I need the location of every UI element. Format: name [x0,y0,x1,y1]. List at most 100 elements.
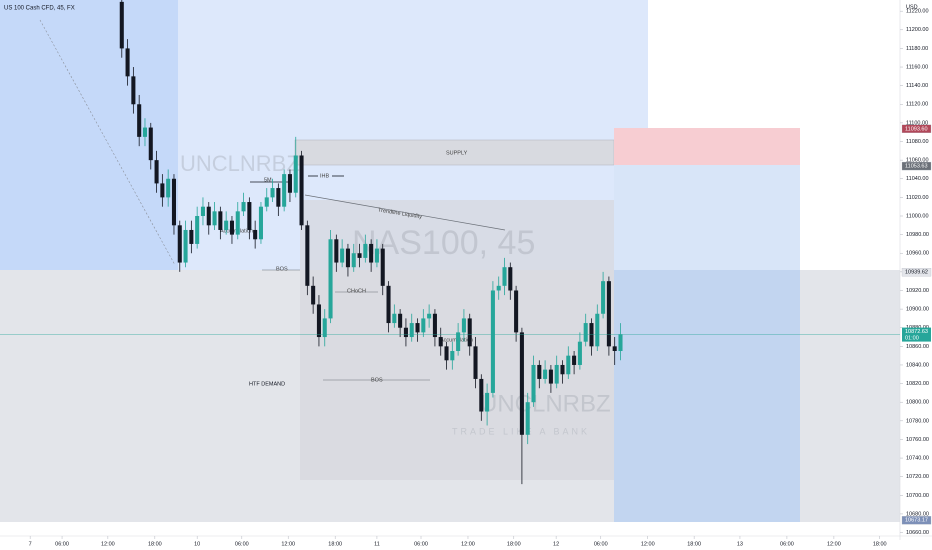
candle-body [432,313,437,338]
candle-body [577,341,582,365]
x-tick-label: 12 [553,541,559,547]
candle-body [363,243,368,258]
candle-body [235,211,240,235]
x-tick-label: 18:00 [507,541,521,547]
candle-body [305,225,310,286]
y-tick-label: 11120.00 [906,102,928,108]
y-tick-label: 10840.00 [906,362,929,368]
y-tick-label: 11060.00 [906,158,929,164]
price-tag [901,268,932,277]
candle-body [206,206,211,226]
y-tick-label: 10700.00 [906,493,929,499]
candle-body [473,346,478,379]
y-tick-label: 11040.00 [906,176,929,182]
candle-body [311,285,316,305]
watermark-brand-2: UNCLNRBZ [480,390,611,417]
x-tick-label: 18:00 [873,541,887,547]
last-price-tag [902,327,931,342]
candle-body [125,48,130,77]
candle-body [508,267,513,291]
y-tick-label: 10800.00 [906,400,929,406]
y-tick-label: 10780.00 [906,418,929,424]
candle-body [328,239,333,319]
candle-body [316,304,321,338]
watermark-slogan: TRADE LIKE A BANK [452,426,590,436]
y-tick-label: 11020.00 [906,195,929,201]
candle-body [154,160,159,184]
target-zone [614,270,800,522]
price-tag-label: 11093.60 [905,126,928,132]
x-tick-label: 06:00 [414,541,428,547]
y-tick-label: 10980.00 [906,232,929,238]
candle-body [212,211,217,226]
candle-body [142,127,148,137]
y-tick-label: 10960.00 [906,251,929,257]
candle-body [148,127,153,161]
candle-body [218,211,223,230]
x-tick-label: 12:00 [641,541,655,547]
candle-body [601,281,606,314]
watermark-brand: UNCLNRBZ [180,151,300,176]
candle-body [502,267,507,286]
candle-body [293,155,298,193]
y-tick-label: 11000.00 [906,213,929,219]
candle-body [374,248,379,263]
candle-body [392,313,397,324]
candle-body [398,313,403,328]
candle-body [287,174,292,193]
candle-body [334,239,339,263]
price-tag-label: 10673.17 [905,518,928,524]
candle-body [160,183,165,198]
y-tick-label: 10720.00 [906,474,929,480]
currency: USD [906,4,918,10]
y-tick-label: 11080.00 [906,139,929,145]
x-tick-label: 12:00 [827,541,841,547]
trendline [304,194,506,231]
candle-body [177,225,182,263]
countdown-label: 01:00 [905,336,919,342]
candle-body [195,216,200,244]
y-tick-label: 11160.00 [906,64,928,70]
bos-label-2: BOS [371,377,383,383]
y-tick-label: 10920.00 [906,288,929,294]
candle-body [467,318,472,347]
candles [119,0,623,485]
candle-body [479,378,484,412]
x-tick-label: 06:00 [594,541,608,547]
candle-body [606,281,611,347]
candle-body [572,355,577,365]
candle-body [229,220,234,235]
candle-body [560,364,565,375]
bos-label: BOS [276,266,288,272]
x-tick-label: 06:00 [780,541,794,547]
candle-body [444,346,449,361]
candle-body [514,290,519,333]
candle-body [456,332,461,351]
x-tick-label: 12:00 [461,541,475,547]
candle-body [119,1,124,49]
position-zone-upper [614,165,800,270]
candle-body [166,178,171,198]
5m-label: 5M [264,177,272,183]
candle-body [131,76,136,105]
candle-body [241,202,246,212]
candle-body [415,323,420,333]
candle-body [485,392,490,412]
candle-body [351,253,356,268]
chart-title: US 100 Cash CFD, 45, FX [4,6,75,12]
candle-body [171,178,176,226]
y-tick-label: 10660.00 [906,530,929,536]
y-tick-label: 11220.00 [906,9,929,15]
x-tick-label: 11 [374,541,380,547]
price-tag [901,516,932,525]
candle-body [438,337,443,347]
x-tick-label: 06:00 [55,541,69,547]
candle-body [525,402,530,435]
candle-body [270,188,275,198]
candle-body [224,220,229,230]
candle-body [421,318,426,333]
x-tick-label: 12:00 [281,541,295,547]
y-tick-label: 11200.00 [906,27,929,33]
candle-body [386,285,391,324]
